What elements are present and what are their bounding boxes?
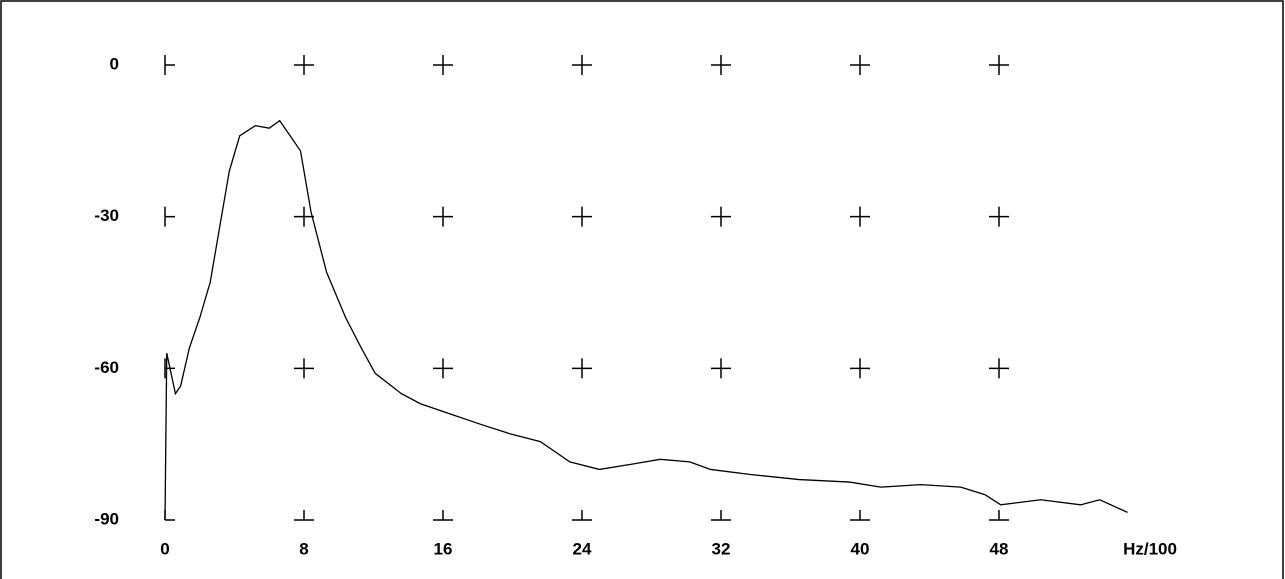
x-tick-label: 0 xyxy=(160,539,169,558)
x-tick-label: 8 xyxy=(299,539,308,558)
x-tick-label: 16 xyxy=(434,539,453,558)
y-tick-label: 0 xyxy=(110,54,119,73)
y-tick-label: -60 xyxy=(94,358,119,377)
y-tick-label: -90 xyxy=(94,509,119,528)
x-axis-label: Hz/100 xyxy=(1123,539,1177,558)
x-tick-label: 48 xyxy=(990,539,1009,558)
spectrum-line xyxy=(164,119,1128,521)
x-tick-label: 32 xyxy=(712,539,731,558)
x-tick-label: 24 xyxy=(573,539,592,558)
x-tick-label: 40 xyxy=(851,539,870,558)
y-tick-label: -30 xyxy=(94,206,119,225)
